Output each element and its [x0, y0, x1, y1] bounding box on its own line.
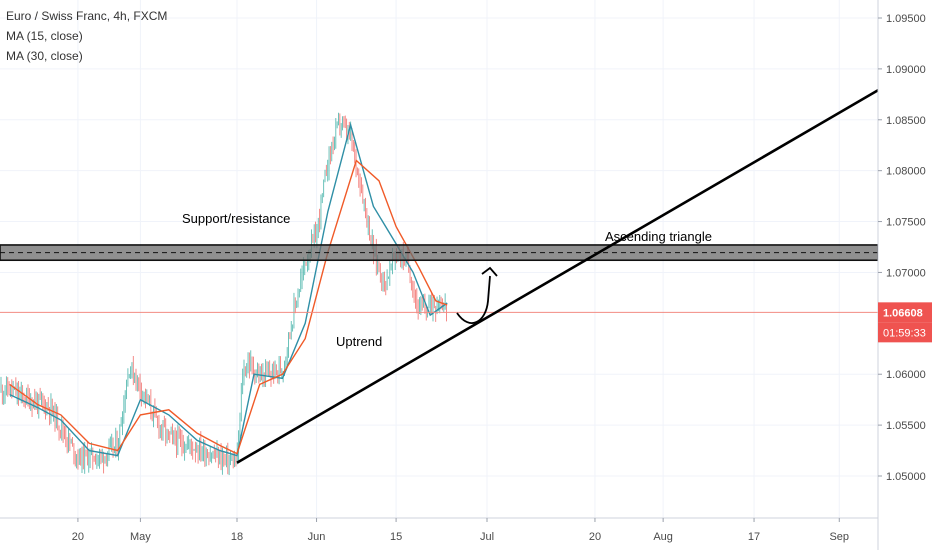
y-tick-label: 1.07500: [886, 217, 926, 229]
x-tick-label: May: [130, 531, 151, 543]
y-tick-label: 1.08500: [886, 115, 926, 127]
projection-arrowhead: [481, 266, 498, 277]
support-resistance-label: Support/resistance: [182, 211, 290, 226]
chart-legend: Euro / Swiss Franc, 4h, FXCM MA (15, clo…: [6, 6, 167, 66]
countdown-badge: [878, 322, 932, 343]
x-tick-label: 18: [231, 531, 243, 543]
ma15-line: [9, 122, 448, 457]
last-price-value: 1.06608: [883, 307, 923, 319]
ma-layer: [9, 122, 448, 457]
x-tick-label: 15: [390, 531, 402, 543]
ma30-line: [9, 159, 448, 455]
y-tick-label: 1.05000: [886, 471, 926, 483]
support-resistance-band: [0, 244, 879, 262]
x-tick-label: Sep: [829, 531, 849, 543]
last-price-badge: [878, 302, 932, 323]
legend-ma30: MA (30, close): [6, 49, 83, 63]
price-axis-bg: [878, 0, 932, 550]
y-tick-label: 1.09000: [886, 64, 926, 76]
y-tick-label: 1.08000: [886, 166, 926, 178]
x-tick-label: Jul: [480, 531, 494, 543]
x-tick-label: Aug: [653, 531, 673, 543]
chart-title: Euro / Swiss Franc, 4h, FXCM: [6, 9, 168, 23]
ascending-triangle-label: Ascending triangle: [605, 229, 712, 244]
uptrend-label: Uptrend: [336, 334, 382, 349]
x-tick-label: 17: [748, 531, 760, 543]
projection-arrow: [456, 275, 491, 324]
y-tick-label: 1.07000: [886, 267, 926, 279]
uptrend-line: [236, 57, 932, 464]
x-tick-label: 20: [72, 531, 84, 543]
x-tick-label: Jun: [308, 531, 326, 543]
x-tick-label: 20: [589, 531, 601, 543]
countdown-value: 01:59:33: [883, 327, 926, 339]
legend-ma15: MA (15, close): [6, 29, 83, 43]
y-tick-label: 1.06000: [886, 369, 926, 381]
y-tick-label: 1.09500: [886, 13, 926, 25]
candle-layer: [0, 112, 447, 476]
y-tick-label: 1.05500: [886, 420, 926, 432]
